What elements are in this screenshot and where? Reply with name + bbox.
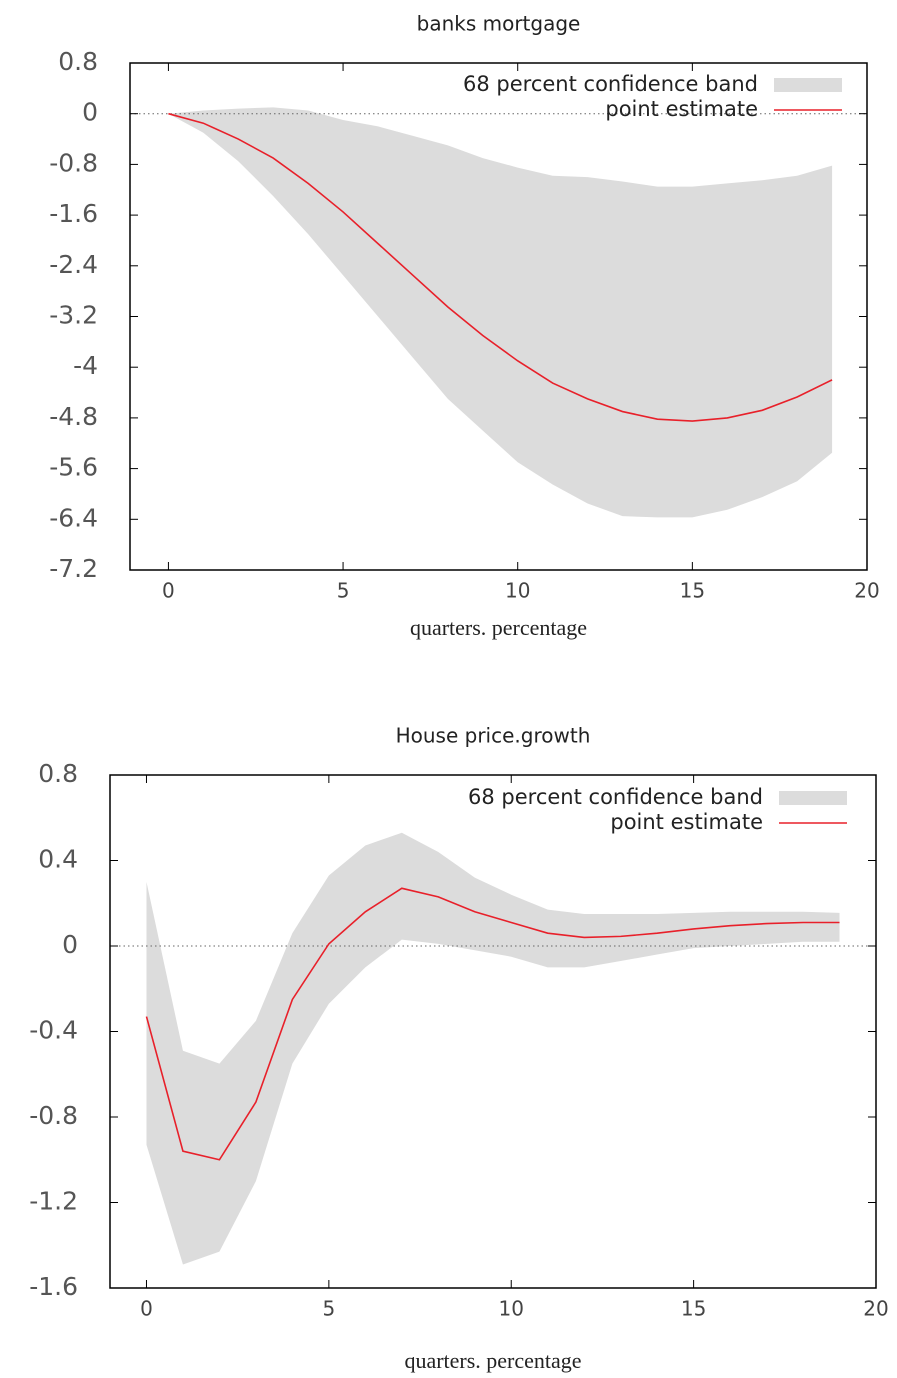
y-tick-label: 0.8: [38, 759, 78, 788]
y-tick-label: -1.2: [29, 1187, 78, 1216]
x-tick-label: 10: [499, 1297, 524, 1321]
y-tick-label: -3.2: [49, 301, 98, 330]
x-axis-label: quarters. percentage: [410, 615, 587, 640]
y-tick-label: -5.6: [49, 453, 98, 482]
y-tick-label: -0.4: [29, 1016, 78, 1045]
confidence-band: [168, 107, 833, 518]
y-tick-label: -7.2: [49, 554, 98, 583]
y-tick-label: -0.8: [49, 148, 98, 177]
y-tick-label: -1.6: [49, 199, 98, 228]
y-tick-label: -1.6: [29, 1272, 78, 1301]
legend-label: point estimate: [610, 810, 763, 834]
y-tick-label: -4.8: [49, 402, 98, 431]
legend-label: 68 percent confidence band: [463, 72, 758, 96]
y-tick-label: -0.8: [29, 1101, 78, 1130]
legend-label: point estimate: [605, 97, 758, 121]
x-tick-label: 15: [680, 579, 705, 603]
y-tick-label: -2.4: [49, 250, 98, 279]
chart-title: House price.growth: [396, 724, 591, 748]
legend-label: 68 percent confidence band: [468, 785, 763, 809]
y-tick-label: 0: [62, 930, 78, 959]
x-axis-label: quarters. percentage: [404, 1348, 581, 1373]
x-tick-label: 0: [162, 579, 175, 603]
x-tick-label: 0: [140, 1297, 153, 1321]
chart-title: banks mortgage: [417, 12, 581, 36]
y-tick-label: 0.8: [58, 47, 98, 76]
y-tick-label: -4: [73, 351, 98, 380]
legend-swatch: [779, 791, 847, 805]
y-tick-label: 0: [82, 98, 98, 127]
x-tick-label: 5: [337, 579, 350, 603]
x-tick-label: 20: [854, 579, 879, 603]
legend-swatch: [774, 78, 842, 92]
x-tick-label: 5: [322, 1297, 335, 1321]
x-tick-label: 20: [863, 1297, 888, 1321]
y-tick-label: -6.4: [49, 503, 98, 532]
x-tick-label: 15: [681, 1297, 706, 1321]
point-estimate-line: [168, 112, 833, 422]
y-tick-label: 0.4: [38, 845, 78, 874]
x-tick-label: 10: [505, 579, 530, 603]
confidence-band: [146, 832, 840, 1265]
point-estimate-line: [145, 887, 840, 1161]
